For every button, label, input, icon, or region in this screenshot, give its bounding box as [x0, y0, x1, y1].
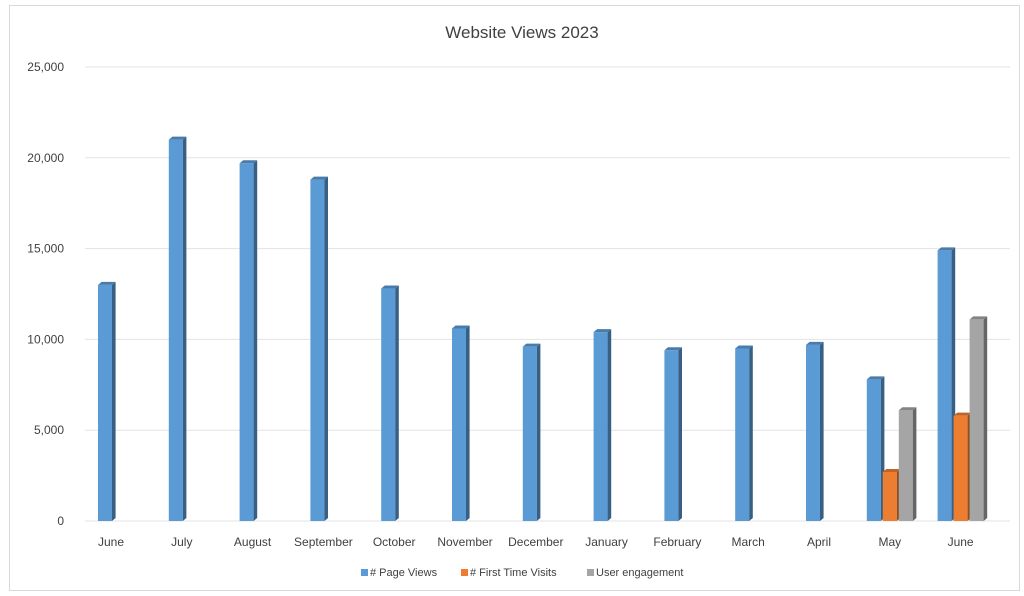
- y-tick-label: 20,000: [27, 151, 64, 165]
- x-tick-label: April: [807, 535, 831, 549]
- bar: [735, 345, 753, 521]
- legend-label: User engagement: [596, 567, 683, 579]
- bar: [452, 325, 470, 521]
- bar: [98, 281, 116, 521]
- legend-item: # Page Views: [361, 567, 438, 579]
- bar: [969, 316, 988, 521]
- legend-swatch: [461, 569, 468, 576]
- legend-swatch: [587, 569, 594, 576]
- bar: [522, 343, 541, 521]
- bar: [866, 376, 885, 521]
- y-tick-label: 10,000: [27, 332, 64, 346]
- chart-title: Website Views 2023: [445, 23, 598, 42]
- legend-label: # First Time Visits: [470, 567, 557, 579]
- x-tick-label: June: [948, 535, 974, 549]
- bar: [882, 468, 901, 521]
- bar: [239, 160, 258, 522]
- legend-item: User engagement: [587, 567, 683, 579]
- bar: [310, 176, 328, 522]
- bar: [664, 347, 682, 521]
- bar: [381, 285, 399, 521]
- bar: [168, 136, 187, 521]
- x-tick-label: October: [373, 535, 416, 549]
- y-axis-ticks: 0 5,000 10,000 15,000 20,000 25,000: [27, 60, 64, 528]
- x-tick-label: September: [294, 535, 353, 549]
- y-tick-label: 25,000: [27, 60, 64, 74]
- x-tick-label: January: [585, 535, 628, 549]
- x-tick-label: February: [653, 535, 701, 549]
- x-tick-label: August: [234, 535, 272, 549]
- x-tick-label: July: [171, 535, 192, 549]
- bar: [953, 412, 972, 521]
- y-tick-label: 15,000: [27, 242, 64, 256]
- x-tick-label: June: [98, 535, 124, 549]
- legend: # Page Views # First Time Visits User enga…: [361, 567, 683, 579]
- gridlines: [85, 66, 1010, 522]
- x-tick-label: March: [732, 535, 765, 549]
- bar: [898, 407, 917, 521]
- x-tick-label: November: [437, 535, 492, 549]
- x-tick-label: December: [508, 535, 563, 549]
- bar: [593, 329, 612, 521]
- bar: [806, 341, 824, 521]
- x-axis-ticks: June July August September October November De…: [98, 535, 974, 549]
- bars: [98, 136, 988, 522]
- legend-swatch: [361, 569, 368, 576]
- y-tick-label: 5,000: [34, 423, 64, 437]
- legend-item: # First Time Visits: [461, 567, 557, 579]
- x-tick-label: May: [878, 535, 901, 549]
- y-tick-label: 0: [57, 514, 64, 528]
- legend-label: # Page Views: [370, 567, 438, 579]
- bar: [937, 247, 956, 521]
